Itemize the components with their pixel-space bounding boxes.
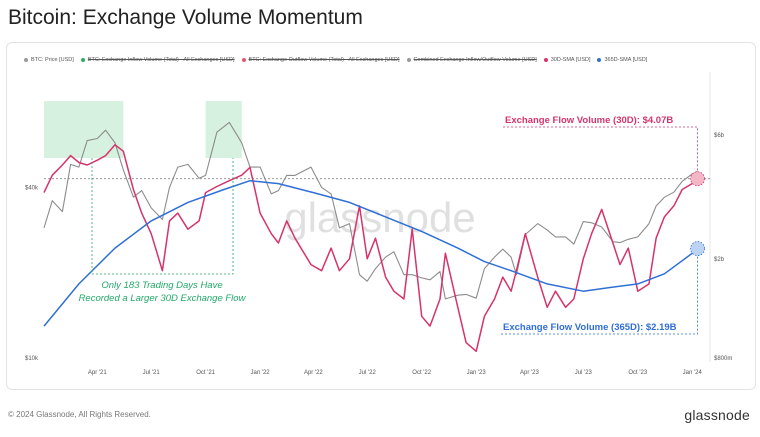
x-tick-label: Jan '24 (683, 370, 703, 376)
sma-30d-line (43, 144, 699, 353)
chart-legend: BTC: Price [USD] BTC: Exchange Inflow Vol… (24, 57, 654, 63)
glassnode-logo: glassnode (684, 407, 750, 423)
legend-item[interactable]: BTC: Price [USD] (24, 57, 74, 63)
watermark: glassnode (284, 194, 475, 241)
legend-item[interactable]: BTC: Exchange Outflow Volume (Total) - A… (241, 57, 400, 63)
x-tick-label: Jan '23 (467, 370, 487, 376)
y-left-tick-label: $40k (25, 185, 39, 191)
x-tick-label: Oct '23 (628, 370, 647, 376)
x-tick-label: Oct '22 (412, 370, 431, 376)
x-tick-label: Jul '21 (143, 370, 161, 376)
legend-item[interactable]: BTC: Exchange Inflow Volume (Total) - Al… (80, 57, 235, 63)
x-tick-label: Oct '21 (196, 370, 215, 376)
legend-label: BTC: Price [USD] (31, 57, 74, 63)
legend-label: Combined Exchange Inflow/Outflow Volume … (413, 57, 537, 63)
sma-365d-line (43, 179, 699, 327)
note-bracket (91, 158, 234, 275)
x-tick-label: Apr '22 (304, 370, 323, 376)
x-tick-label: Jul '22 (359, 370, 377, 376)
sma-30d-end-marker (690, 171, 705, 187)
highlight-range (44, 101, 124, 158)
chart-panel (6, 42, 756, 390)
x-tick-label: Jul '23 (575, 370, 593, 376)
legend-swatch (543, 57, 548, 62)
y-right-tick-label: $2b (714, 257, 725, 263)
note-text-line2: Recorded a Larger 30D Exchange Flow (79, 293, 247, 304)
legend-swatch (80, 57, 85, 62)
legend-label: 365D-SMA [USD] (604, 57, 648, 63)
legend-swatch (406, 57, 411, 62)
legend-swatch (241, 57, 246, 62)
legend-item[interactable]: 365D-SMA [USD] (597, 57, 647, 63)
annotation-365d-label: Exchange Flow Volume (365D): $2.19B (503, 322, 677, 333)
y-right-tick-label: $6b (714, 133, 725, 139)
legend-item[interactable]: 30D-SMA [USD] (543, 57, 591, 63)
x-tick-label: Apr '23 (520, 370, 539, 376)
y-right-tick-label: $800m (714, 356, 732, 362)
annotation-365d-leader (501, 255, 698, 335)
legend-swatch (597, 57, 602, 62)
x-tick-label: Jan '22 (250, 370, 270, 376)
btc-price-line (43, 121, 698, 300)
x-tick-label: Apr '21 (88, 370, 107, 376)
page-title: Bitcoin: Exchange Volume Momentum (8, 6, 363, 29)
legend-label: BTC: Exchange Outflow Volume (Total) - A… (248, 57, 400, 63)
legend-label: 30D-SMA [USD] (550, 57, 591, 63)
legend-item[interactable]: Combined Exchange Inflow/Outflow Volume … (406, 57, 537, 63)
sma-365d-end-marker (690, 241, 705, 256)
legend-label: BTC: Exchange Inflow Volume (Total) - Al… (87, 57, 235, 63)
annotation-30d-label: Exchange Flow Volume (30D): $4.07B (505, 115, 673, 126)
legend-swatch (24, 57, 28, 62)
y-left-tick-label: $10k (25, 356, 39, 362)
copyright-text: © 2024 Glassnode, All Rights Reserved. (8, 410, 151, 419)
note-text-line1: Only 183 Trading Days Have (101, 280, 222, 291)
highlight-range (205, 101, 242, 158)
annotation-30d-leader (503, 126, 698, 172)
